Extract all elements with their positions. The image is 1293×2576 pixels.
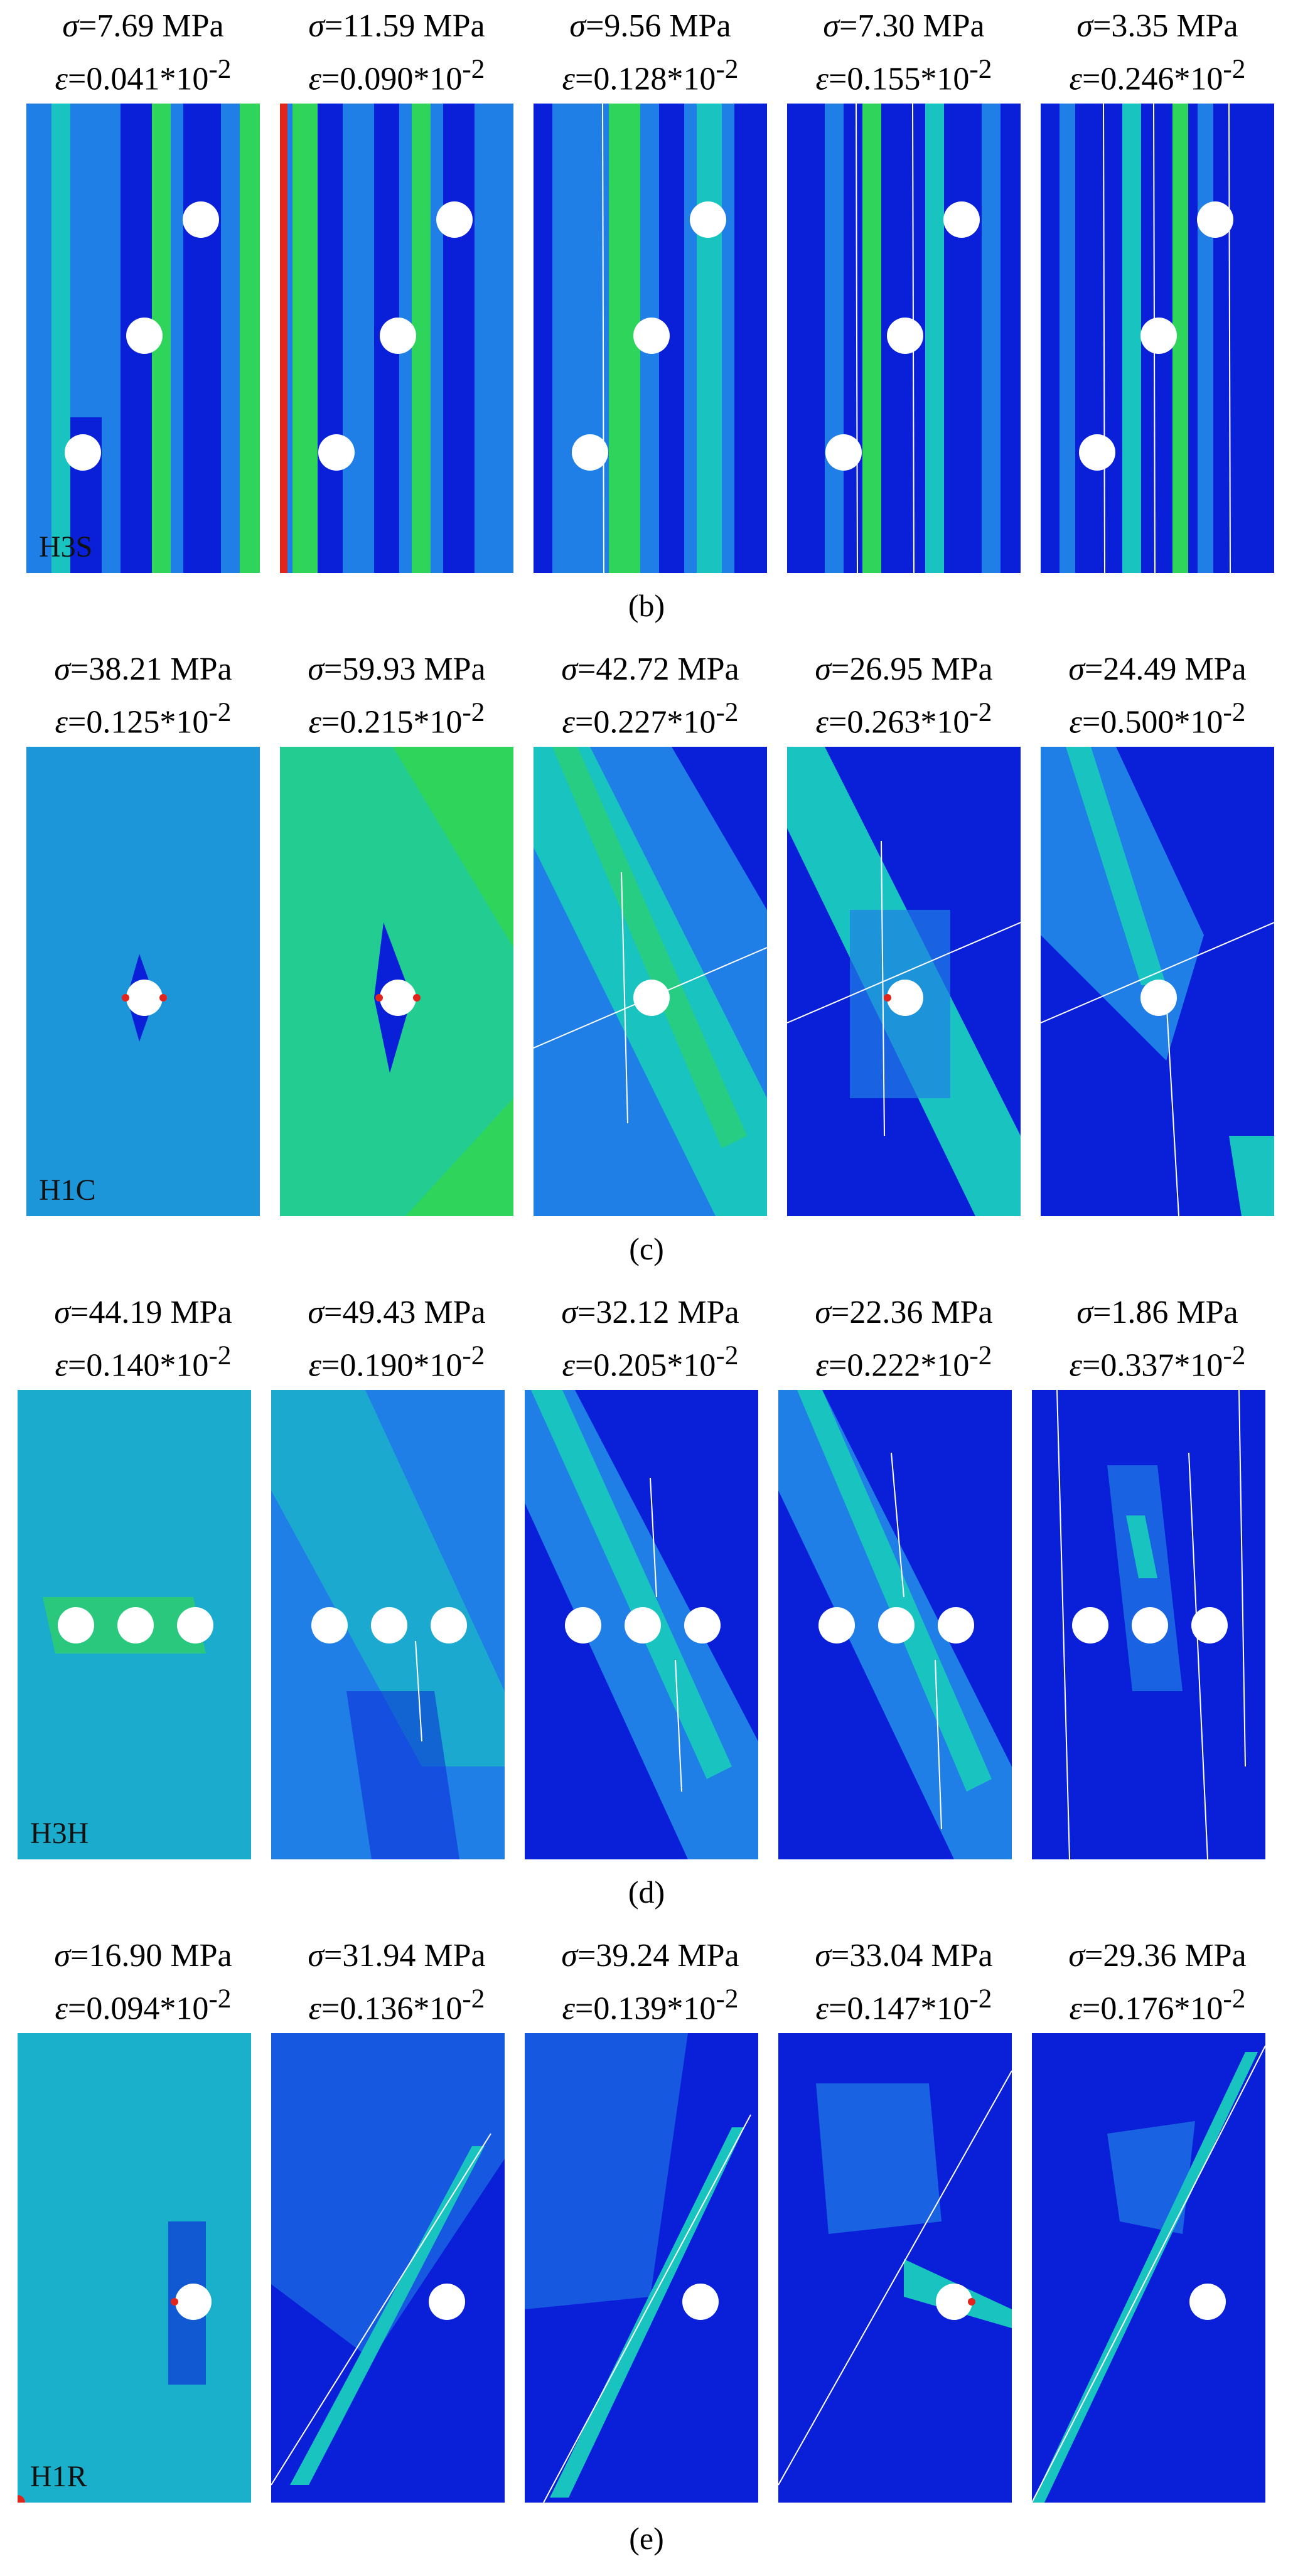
stress-label: σ=31.94 MPa bbox=[308, 1938, 486, 1974]
stress-label: σ=3.35 MPa bbox=[1076, 8, 1238, 44]
strain-label: ε=0.090*10-2 bbox=[308, 54, 485, 97]
stress-label: σ=33.04 MPa bbox=[815, 1938, 993, 1974]
strain-label: ε=0.263*10-2 bbox=[815, 697, 992, 740]
contour-panel: H3H bbox=[18, 1390, 251, 1859]
contour-panel: H1R bbox=[18, 2033, 251, 2503]
strain-label: ε=0.041*10-2 bbox=[55, 54, 232, 97]
strain-label: ε=0.147*10-2 bbox=[815, 1984, 992, 2027]
stress-label: σ=26.95 MPa bbox=[815, 651, 993, 687]
strain-label: ε=0.205*10-2 bbox=[562, 1340, 739, 1384]
strain-label: ε=0.136*10-2 bbox=[308, 1984, 485, 2027]
stress-label: σ=7.30 MPa bbox=[823, 8, 985, 44]
specimen-label: H3H bbox=[30, 1817, 89, 1850]
contour-panel bbox=[534, 104, 767, 573]
contour-panel bbox=[525, 2033, 758, 2503]
stress-label: σ=44.19 MPa bbox=[54, 1295, 232, 1330]
stress-label: σ=9.56 MPa bbox=[569, 8, 731, 44]
stress-label: σ=29.36 MPa bbox=[1068, 1938, 1247, 1974]
stress-label: σ=7.69 MPa bbox=[62, 8, 224, 44]
stress-label: σ=1.86 MPa bbox=[1076, 1295, 1238, 1330]
specimen-label: H1R bbox=[30, 2460, 87, 2493]
stress-label: σ=22.36 MPa bbox=[815, 1295, 993, 1330]
specimen-label: H3S bbox=[39, 530, 93, 564]
contour-panel bbox=[1041, 747, 1274, 1216]
figure-caption: (e) bbox=[629, 2521, 664, 2556]
strain-label: ε=0.222*10-2 bbox=[815, 1340, 992, 1384]
figure-caption: (d) bbox=[628, 1874, 665, 1910]
contour-panel bbox=[787, 104, 1021, 573]
stress-label: σ=16.90 MPa bbox=[54, 1938, 232, 1974]
stress-label: σ=11.59 MPa bbox=[308, 8, 485, 44]
contour-panel bbox=[525, 1390, 758, 1859]
strain-label: ε=0.094*10-2 bbox=[55, 1984, 232, 2027]
figure-caption: (b) bbox=[628, 588, 665, 623]
strain-label: ε=0.139*10-2 bbox=[562, 1984, 739, 2027]
stress-label: σ=38.21 MPa bbox=[54, 651, 232, 687]
contour-panel: H1C bbox=[26, 747, 260, 1216]
group-c: σ=38.21 MPa ε=0.125*10-2 σ=59.93 MPa ε=0… bbox=[0, 643, 1293, 1280]
strain-label: ε=0.500*10-2 bbox=[1069, 697, 1246, 740]
strain-label: ε=0.155*10-2 bbox=[815, 54, 992, 97]
contour-panel bbox=[778, 1390, 1012, 1859]
strain-label: ε=0.190*10-2 bbox=[308, 1340, 485, 1384]
contour-panel: H3S bbox=[26, 104, 260, 573]
strain-label: ε=0.246*10-2 bbox=[1069, 54, 1246, 97]
strain-label: ε=0.128*10-2 bbox=[562, 54, 739, 97]
group-d: σ=44.19 MPa ε=0.140*10-2 σ=49.43 MPa ε=0… bbox=[0, 1286, 1293, 1923]
contour-panel bbox=[1032, 1390, 1265, 1859]
group-e: σ=16.90 MPa ε=0.094*10-2 σ=31.94 MPa ε=0… bbox=[0, 1930, 1293, 2576]
stress-label: σ=59.93 MPa bbox=[308, 651, 486, 687]
strain-label: ε=0.337*10-2 bbox=[1069, 1340, 1246, 1384]
contour-panel bbox=[271, 1390, 505, 1859]
stress-label: σ=39.24 MPa bbox=[561, 1938, 739, 1974]
stress-label: σ=49.43 MPa bbox=[308, 1295, 486, 1330]
strain-label: ε=0.215*10-2 bbox=[308, 697, 485, 740]
strain-label: ε=0.176*10-2 bbox=[1069, 1984, 1246, 2027]
strain-label: ε=0.227*10-2 bbox=[562, 697, 739, 740]
contour-panel bbox=[1041, 104, 1274, 573]
figure-caption: (c) bbox=[629, 1231, 664, 1266]
contour-panel bbox=[778, 2033, 1012, 2503]
strain-label: ε=0.140*10-2 bbox=[55, 1340, 232, 1384]
contour-panel bbox=[534, 747, 767, 1216]
specimen-label: H1C bbox=[39, 1173, 96, 1207]
contour-panel bbox=[280, 747, 513, 1216]
contour-panel bbox=[280, 104, 513, 573]
contour-panel bbox=[787, 747, 1021, 1216]
stress-label: σ=42.72 MPa bbox=[561, 651, 739, 687]
contour-panel bbox=[1032, 2033, 1265, 2503]
stress-label: σ=32.12 MPa bbox=[561, 1295, 739, 1330]
contour-panel bbox=[271, 2033, 505, 2503]
group-b: σ=7.69 MPa ε=0.041*10-2 σ=11.59 MPa ε=0.… bbox=[0, 0, 1293, 637]
strain-label: ε=0.125*10-2 bbox=[55, 697, 232, 740]
stress-label: σ=24.49 MPa bbox=[1068, 651, 1247, 687]
